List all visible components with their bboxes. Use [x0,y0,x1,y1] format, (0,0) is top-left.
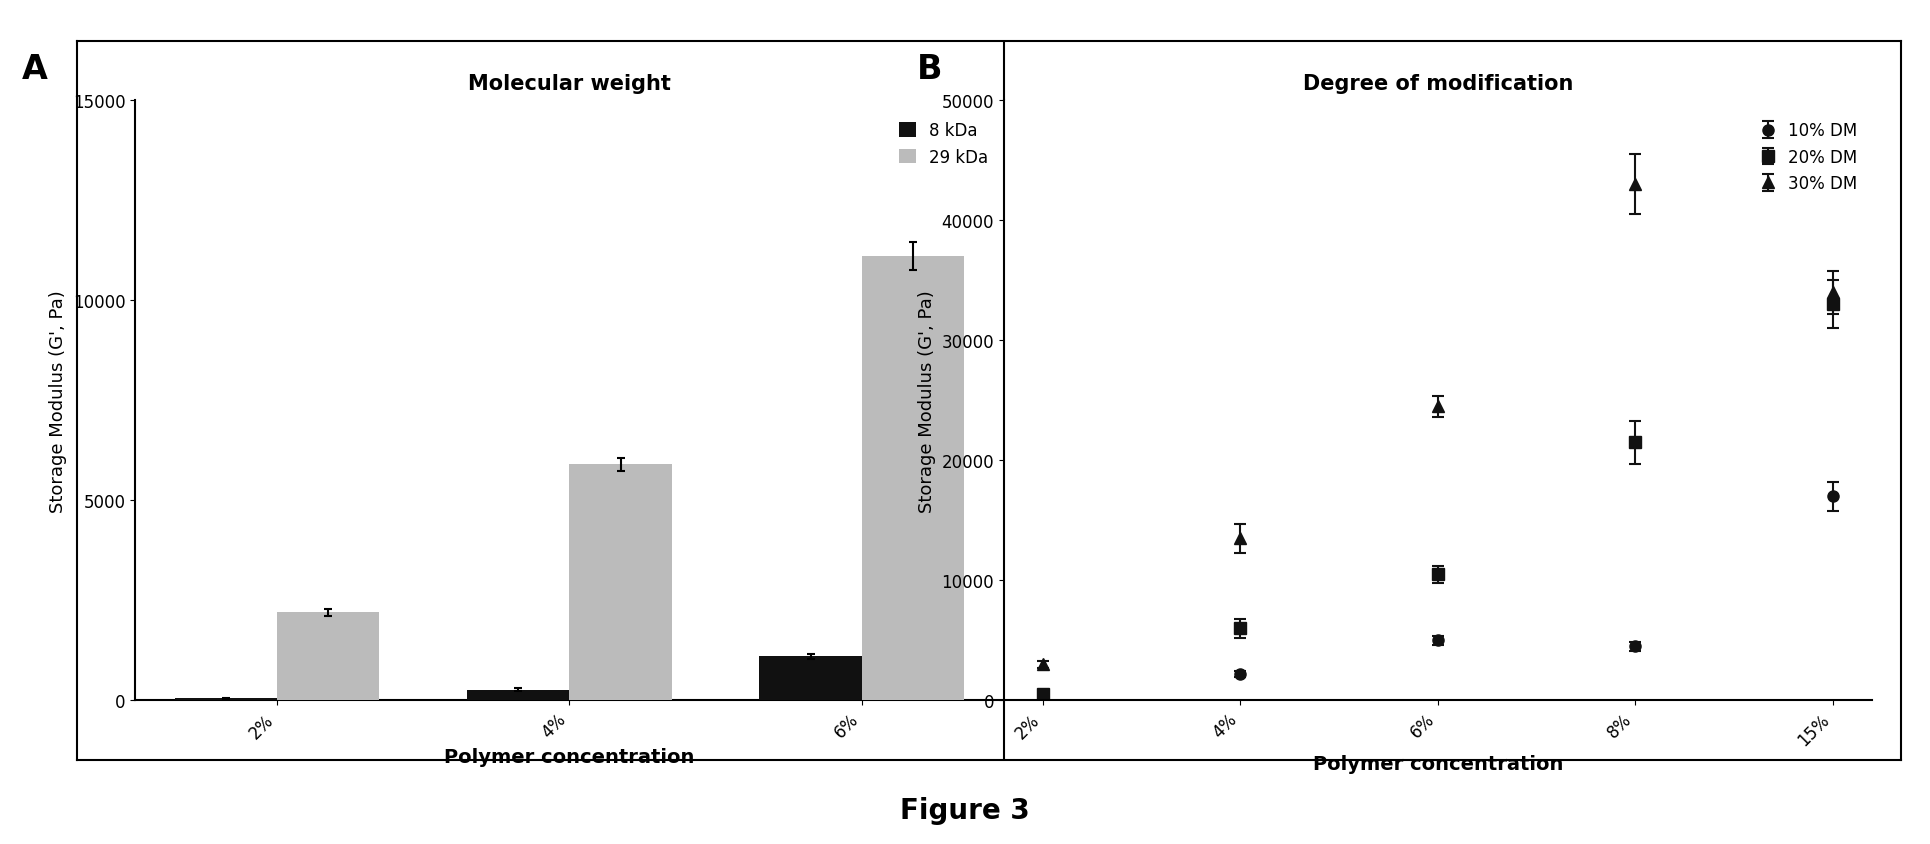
Title: Molecular weight: Molecular weight [467,74,672,95]
X-axis label: Polymer concentration: Polymer concentration [1312,755,1563,773]
Legend: 10% DM, 20% DM, 30% DM: 10% DM, 20% DM, 30% DM [1754,116,1864,199]
Legend: 8 kDa, 29 kDa: 8 kDa, 29 kDa [894,116,996,173]
Bar [863,257,965,701]
Text: Figure 3: Figure 3 [899,796,1031,825]
Y-axis label: Storage Modulus (G', Pa): Storage Modulus (G', Pa) [917,289,936,512]
X-axis label: Polymer concentration: Polymer concentration [444,747,695,766]
Text: A: A [23,53,48,86]
Text: B: B [917,53,942,86]
Bar [758,657,863,701]
Bar [276,613,380,701]
Bar [569,465,672,701]
Bar [174,699,276,701]
Y-axis label: Storage Modulus (G', Pa): Storage Modulus (G', Pa) [48,289,68,512]
Bar [467,690,569,701]
Title: Degree of modification: Degree of modification [1303,74,1573,95]
